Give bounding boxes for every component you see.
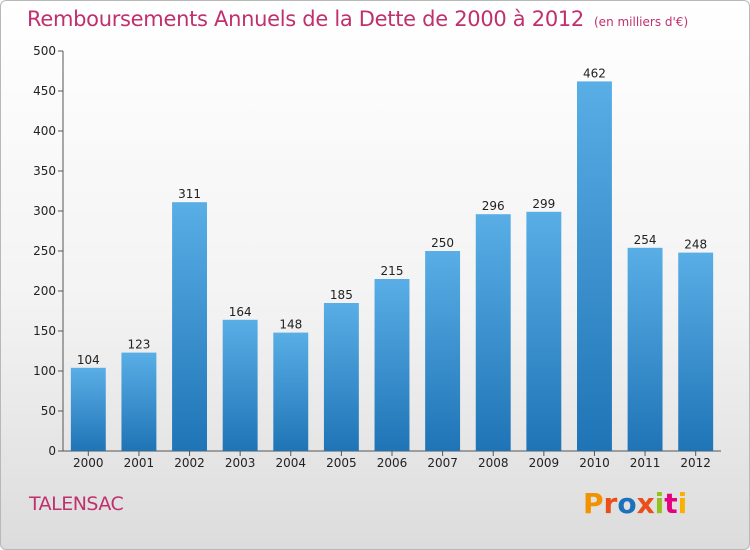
y-tick-label: 350 — [33, 164, 56, 178]
x-tick-label: 2001 — [124, 456, 155, 470]
x-tick-label: 2008 — [478, 456, 509, 470]
proxiti-logo[interactable]: Proxiti — [583, 487, 687, 520]
bar-2004 — [273, 332, 309, 451]
data-label-2008: 296 — [482, 199, 505, 213]
data-label-2001: 123 — [127, 338, 150, 352]
x-tick-label: 2005 — [326, 456, 357, 470]
x-tick-label: 2002 — [174, 456, 205, 470]
data-label-2000: 104 — [77, 353, 100, 367]
data-label-2007: 250 — [431, 236, 454, 250]
bar-2009 — [526, 211, 562, 451]
x-axis: 2000 2001 2002 2003 2004 2005 2006 2007 2008 2009… — [63, 450, 721, 470]
y-tick-label: 200 — [33, 284, 56, 298]
data-label-2004: 148 — [279, 318, 302, 332]
x-tick-label: 2012 — [680, 456, 711, 470]
x-tick-label: 2009 — [529, 456, 560, 470]
chart-title: Remboursements Annuels de la Dette de 20… — [27, 7, 688, 31]
bar-2002 — [172, 202, 207, 451]
y-axis: 0 50 100 150 200 250 300 350 400 450 500 — [33, 44, 64, 458]
bar-2012 — [678, 252, 714, 451]
logo-letter: i — [654, 487, 665, 520]
logo-letter: r — [603, 487, 618, 520]
y-tick-label: 500 — [33, 44, 56, 58]
y-tick-label: 50 — [41, 404, 56, 418]
bar-2010 — [577, 81, 612, 452]
data-label-2009: 299 — [532, 197, 555, 211]
x-tick-label: 2006 — [377, 456, 408, 470]
x-tick-label: 2004 — [275, 456, 306, 470]
y-tick-label: 100 — [33, 364, 56, 378]
bar-2006 — [374, 279, 410, 451]
commune-name: TALENSAC — [29, 493, 124, 515]
x-tick-label: 2010 — [579, 456, 610, 470]
bar-2003 — [222, 319, 258, 451]
bar-2008 — [475, 214, 511, 451]
y-tick-label: 300 — [33, 204, 56, 218]
x-tick-label: 2007 — [427, 456, 458, 470]
chart-title-text: Remboursements Annuels de la Dette de 20… — [27, 7, 584, 31]
data-label-2002: 311 — [178, 187, 201, 201]
bar-2001 — [121, 352, 157, 451]
data-label-2012: 248 — [684, 238, 707, 252]
x-tick-label: 2011 — [630, 456, 661, 470]
x-tick-label: 2000 — [73, 456, 104, 470]
bar-2005 — [323, 303, 359, 451]
data-label-2005: 185 — [330, 288, 353, 302]
y-tick-label: 0 — [48, 444, 56, 458]
bar-2000 — [70, 367, 106, 451]
logo-letter: t — [664, 487, 678, 520]
data-labels: 104 123 311 164 148 185 215 250 296 299 462 254 248 — [77, 66, 707, 366]
data-label-2003: 164 — [229, 305, 252, 319]
logo-letter: o — [617, 487, 637, 520]
chart-title-unit: (en milliers d'€) — [594, 15, 689, 29]
y-tick-label: 150 — [33, 324, 56, 338]
y-tick-label: 450 — [33, 84, 56, 98]
logo-letter: x — [636, 487, 655, 520]
logo-letter: i — [677, 487, 688, 520]
logo-letter: P — [583, 487, 604, 520]
y-tick-label: 250 — [33, 244, 56, 258]
x-tick-label: 2003 — [225, 456, 256, 470]
data-label-2010: 462 — [583, 66, 606, 80]
bars — [70, 81, 714, 452]
bar-2007 — [425, 251, 461, 451]
data-label-2006: 215 — [381, 264, 404, 278]
bar-2011 — [627, 247, 663, 451]
y-tick-label: 400 — [33, 124, 56, 138]
data-label-2011: 254 — [634, 233, 657, 247]
